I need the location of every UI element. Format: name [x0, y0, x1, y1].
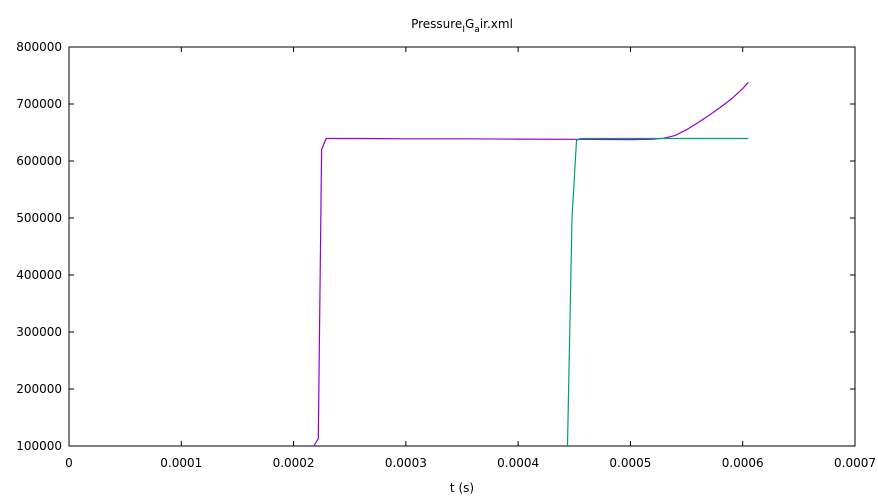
x-tick-label: 0.0004 — [497, 456, 539, 470]
y-tick-label: 200000 — [16, 382, 62, 396]
chart-title-part: ir.xml — [480, 17, 513, 31]
y-tick-label: 300000 — [16, 325, 62, 339]
x-tick-label: 0.0001 — [160, 456, 202, 470]
series-layer — [313, 81, 749, 447]
x-axis: 0 0.0001 0.0002 0.0003 0.0004 0.0005 0.0006 0.0… — [65, 47, 876, 470]
chart-title-part: G — [465, 17, 474, 31]
chart-title-part: I — [462, 25, 465, 35]
y-tick-label: 100000 — [16, 439, 62, 453]
series-line-2 — [566, 137, 749, 447]
chart-title-part: a — [474, 25, 480, 35]
x-tick-label: 0 — [65, 456, 73, 470]
y-tick-label: 500000 — [16, 211, 62, 225]
x-tick-label: 0.0007 — [834, 456, 876, 470]
chart-title-part: Pressure — [411, 17, 462, 31]
chart-title: PressureIGair.xml — [411, 17, 513, 35]
x-tick-label: 0.0005 — [609, 456, 651, 470]
y-axis: 100000 200000 300000 400000 500000 600000 7000… — [16, 40, 855, 453]
x-tick-label: 0.0003 — [385, 456, 427, 470]
x-tick-label: 0.0006 — [722, 456, 764, 470]
y-tick-label: 400000 — [16, 268, 62, 282]
plot-frame — [68, 46, 856, 447]
x-tick-label: 0.0002 — [273, 456, 315, 470]
series-line-1 — [313, 81, 749, 447]
y-tick-label: 700000 — [16, 97, 62, 111]
y-tick-label: 800000 — [16, 40, 62, 54]
y-tick-label: 600000 — [16, 154, 62, 168]
x-axis-label: t (s) — [450, 481, 474, 495]
